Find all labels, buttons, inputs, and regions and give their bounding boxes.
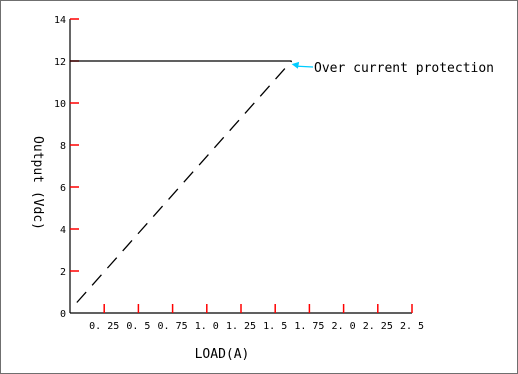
annotation-arrow (295, 65, 314, 68)
dashed-series-line (76, 60, 293, 303)
annotation-layer: Over current protection (291, 61, 494, 76)
y-tick-label: 8 (60, 141, 66, 152)
x-axis-title: LOAD(A) (195, 347, 250, 362)
x-tick-label: 1. 0 (195, 321, 219, 332)
x-tick-label: 2. 0 (332, 321, 356, 332)
x-tick-label: 1. 5 (263, 321, 287, 332)
y-tick-label: 14 (54, 15, 66, 26)
x-tick-label: 1. 75 (294, 321, 324, 332)
y-tick-label: 12 (54, 57, 66, 68)
x-tick-label: 0. 5 (126, 321, 150, 332)
y-tick-label: 0 (60, 309, 66, 320)
series-layer (70, 60, 293, 303)
annotation-arrowhead (291, 61, 300, 69)
y-axis-title: Output (Vdc) (30, 136, 45, 230)
x-tick-label: 0. 75 (158, 321, 188, 332)
y-tick-label: 2 (60, 267, 66, 278)
x-ticks: 0. 25 0. 5 0. 75 1. 0 1. 25 1. 5 1. 75 2. 0 2. 2… (89, 304, 424, 332)
x-tick-label: 2. 5 (400, 321, 424, 332)
x-tick-label: 1. 25 (226, 321, 256, 332)
annotation-text: Over current protection (314, 61, 494, 76)
x-tick-label: 2. 25 (363, 321, 393, 332)
y-ticks: 0 2 4 6 8 10 12 14 (54, 15, 79, 320)
y-tick-label: 10 (54, 99, 66, 110)
y-tick-label: 6 (60, 183, 66, 194)
y-tick-label: 4 (60, 225, 66, 236)
x-tick-label: 0. 25 (89, 321, 119, 332)
